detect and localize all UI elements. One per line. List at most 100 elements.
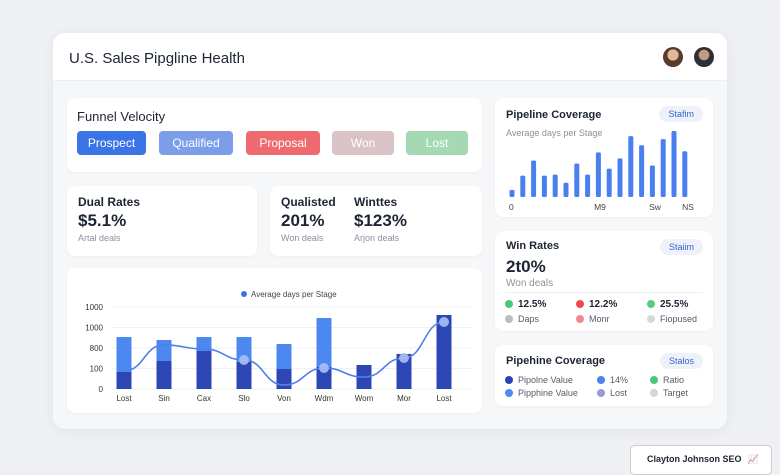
bar-segment[interactable] — [436, 315, 452, 389]
bar-segment[interactable] — [236, 362, 252, 389]
legend-dot-icon — [650, 376, 658, 384]
mini-bar[interactable] — [585, 174, 591, 197]
funnel-stage-proposal[interactable]: Proposal — [246, 131, 320, 155]
mini-bar[interactable] — [606, 168, 612, 197]
stat-label: Fiopused — [647, 314, 697, 324]
mini-bar[interactable] — [617, 158, 623, 197]
funnel-stage-prospect[interactable]: Prospect — [77, 131, 146, 155]
metric-value: 201% — [281, 211, 325, 230]
x-tick-label: Mor — [397, 394, 411, 403]
legend-item: Target — [650, 388, 688, 398]
legend-item: Pipolne Value — [505, 375, 573, 385]
bar-segment[interactable] — [276, 368, 292, 389]
avatar[interactable] — [694, 47, 714, 67]
bar-segment[interactable] — [116, 372, 132, 389]
mini-bar[interactable] — [660, 139, 666, 197]
status-dot-icon — [576, 300, 584, 308]
line-marker[interactable] — [239, 354, 249, 365]
watermark-text: Clayton Johnson SEO — [647, 454, 742, 464]
metric-sub: Won deals — [506, 278, 554, 289]
bar-segment[interactable] — [316, 367, 332, 389]
x-tick-label: NS — [682, 202, 694, 212]
card-title: Dual Rates — [78, 195, 141, 209]
card-title: Qualisted — [281, 195, 336, 209]
legend-dot-icon — [241, 291, 247, 297]
legend-dot-icon — [650, 389, 658, 397]
status-badge[interactable]: Stalos — [659, 353, 703, 369]
x-tick-label: Cax — [197, 394, 211, 403]
y-tick-label: 800 — [90, 344, 104, 353]
status-dot-icon — [505, 315, 513, 323]
x-tick-label: Sin — [158, 394, 170, 403]
x-tick-label: Lost — [436, 394, 452, 403]
status-badge[interactable]: Staiim — [659, 239, 703, 255]
mini-bar[interactable] — [509, 189, 515, 197]
stat-label: Monr — [576, 314, 610, 324]
funnel-stage-lost[interactable]: Lost — [406, 131, 468, 155]
x-tick-label: Wdm — [315, 394, 334, 403]
mini-bar[interactable] — [682, 151, 688, 197]
watermark-logo: Clayton Johnson SEO 📈 — [630, 445, 772, 475]
stat-value: 12.2% — [576, 299, 617, 310]
status-dot-icon — [647, 300, 655, 308]
funnel-stage-won[interactable]: Won — [332, 131, 394, 155]
avg-days-line — [123, 321, 445, 386]
mini-bar[interactable] — [574, 163, 580, 197]
legend-dot-icon — [597, 389, 605, 397]
mini-bar[interactable] — [541, 175, 547, 197]
page-title: U.S. Sales Pipgline Health — [69, 50, 245, 67]
divider — [505, 292, 703, 293]
mini-bar[interactable] — [671, 131, 677, 197]
metric-value: $5.1% — [78, 211, 127, 230]
card-title: Pipeline Coverage — [506, 109, 602, 121]
y-tick-label: 0 — [99, 385, 104, 394]
metric-sub: Artal deals — [78, 233, 121, 243]
metric-sub: Arjon deals — [354, 233, 400, 243]
legend-item: Ratio — [650, 375, 684, 385]
stat-value: 12.5% — [505, 299, 546, 310]
status-dot-icon — [647, 315, 655, 323]
mini-bar[interactable] — [649, 165, 655, 197]
win-rates-card: Win Rates Staiim 2t0% Won deals 12.5% Dap… — [495, 231, 713, 331]
metric-value: 2t0% — [506, 257, 546, 276]
legend-item: 14% — [597, 375, 628, 385]
mini-bar[interactable] — [531, 160, 537, 197]
pipeline-coverage-card: Pipeline Coverage Stafim Average days pe… — [495, 98, 713, 217]
bar-segment[interactable] — [196, 351, 212, 389]
x-tick-label: Wom — [355, 394, 374, 403]
status-badge[interactable]: Stafim — [659, 106, 703, 122]
qualified-card: Qualisted 201% Won deals Winttes $123% A… — [270, 186, 482, 256]
mini-bar[interactable] — [639, 145, 645, 197]
line-marker[interactable] — [319, 363, 329, 374]
legend-label: Average days per Stage — [251, 290, 337, 299]
status-dot-icon — [576, 315, 584, 323]
line-marker[interactable] — [439, 317, 449, 328]
x-tick-label: 0 — [509, 202, 514, 212]
avatar[interactable] — [663, 47, 683, 67]
y-tick-label: 1000 — [85, 324, 103, 333]
chart-up-icon: 📈 — [747, 454, 759, 464]
chart-legend: Average days per Stage — [241, 290, 337, 299]
funnel-stage-qualified[interactable]: Qualified — [159, 131, 233, 155]
x-tick-label: Sw — [649, 202, 662, 212]
x-tick-label: Slo — [238, 394, 250, 403]
bar-segment[interactable] — [396, 353, 412, 389]
mini-bar[interactable] — [563, 182, 569, 197]
x-tick-label: Lost — [116, 394, 132, 403]
y-tick-label: 1000 — [85, 303, 103, 312]
card-title: Winttes — [354, 195, 398, 209]
mini-bar[interactable] — [520, 175, 526, 197]
dashboard: U.S. Sales Pipgline Health Funnel Veloci… — [53, 33, 727, 429]
legend-dot-icon — [597, 376, 605, 384]
mini-bar[interactable] — [595, 152, 601, 197]
bar-segment[interactable] — [156, 361, 172, 389]
x-tick-label: M9 — [594, 202, 606, 212]
mini-bar[interactable] — [552, 174, 558, 197]
mini-bar[interactable] — [628, 136, 634, 197]
days-per-stage-chart: Average days per Stage 0 100 800 1000 1000 Los… — [85, 290, 472, 403]
line-marker[interactable] — [399, 353, 409, 364]
dual-rates-card: Dual Rates $5.1% Artal deals — [67, 186, 257, 256]
x-tick-label: Von — [277, 394, 291, 403]
stat-label: Daps — [505, 314, 539, 324]
legend-item: Lost — [597, 388, 627, 398]
